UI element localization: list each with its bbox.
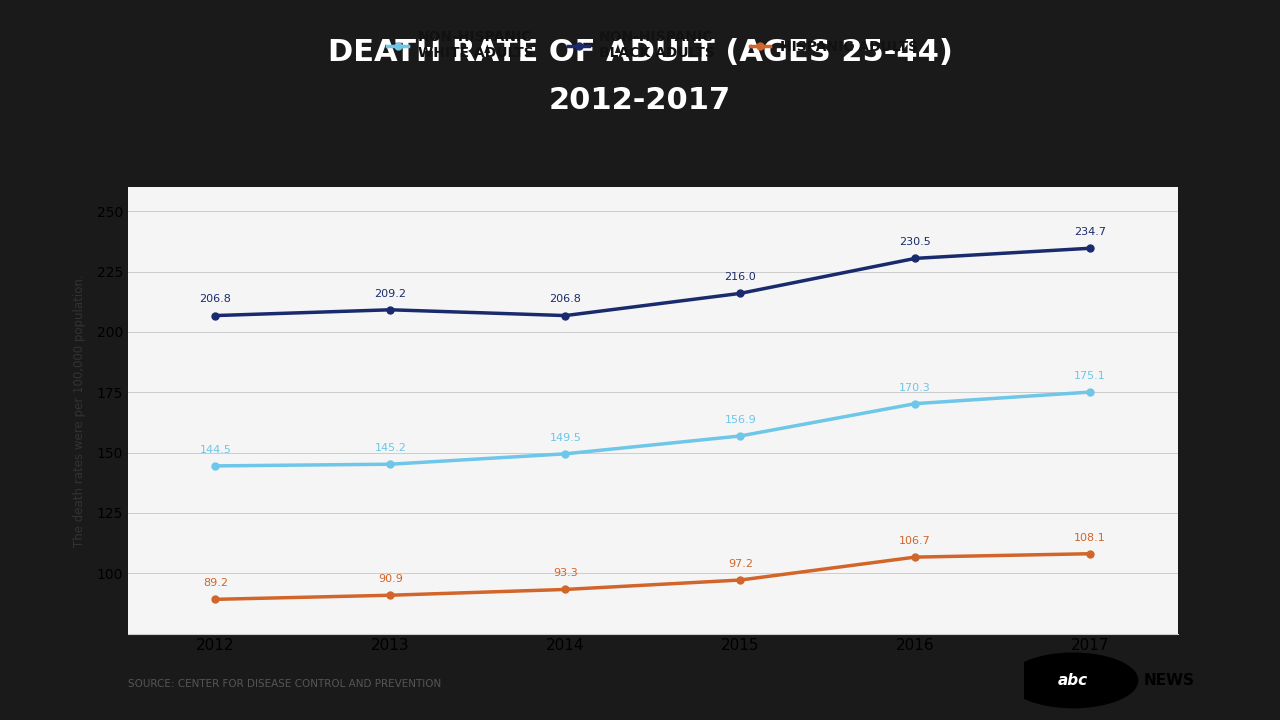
Text: 170.3: 170.3 [900, 382, 931, 392]
Text: 206.8: 206.8 [200, 294, 232, 305]
Y-axis label: The death rates were per 100,000 population.: The death rates were per 100,000 populat… [73, 274, 86, 546]
Text: 108.1: 108.1 [1074, 533, 1106, 543]
Text: SOURCE: CENTER FOR DISEASE CONTROL AND PREVENTION: SOURCE: CENTER FOR DISEASE CONTROL AND P… [128, 679, 442, 689]
Text: 209.2: 209.2 [374, 289, 406, 299]
Text: 216.0: 216.0 [724, 272, 756, 282]
Text: 89.2: 89.2 [204, 578, 228, 588]
Text: 145.2: 145.2 [375, 443, 406, 453]
Text: 97.2: 97.2 [728, 559, 753, 569]
Text: abc: abc [1059, 673, 1088, 688]
Text: 2012-2017: 2012-2017 [549, 86, 731, 115]
Legend: NON-HISPANIC
WHITE ADULTS, NON-HISPANIC
BLACK ADULTS, HISPANIC ADULTS: NON-HISPANIC WHITE ADULTS, NON-HISPANIC … [381, 24, 924, 66]
Text: 234.7: 234.7 [1074, 227, 1106, 237]
Text: DEATH RATE OF ADULT (AGES 25-44): DEATH RATE OF ADULT (AGES 25-44) [328, 38, 952, 68]
Text: 156.9: 156.9 [724, 415, 756, 425]
Text: NEWS: NEWS [1144, 673, 1194, 688]
Circle shape [1009, 653, 1138, 708]
Text: 175.1: 175.1 [1074, 371, 1106, 381]
Text: 149.5: 149.5 [549, 433, 581, 443]
Text: 206.8: 206.8 [549, 294, 581, 305]
Text: 144.5: 144.5 [200, 445, 232, 455]
Text: 93.3: 93.3 [553, 568, 577, 578]
Text: 106.7: 106.7 [900, 536, 931, 546]
Text: 230.5: 230.5 [900, 238, 931, 247]
Text: 90.9: 90.9 [378, 574, 403, 584]
